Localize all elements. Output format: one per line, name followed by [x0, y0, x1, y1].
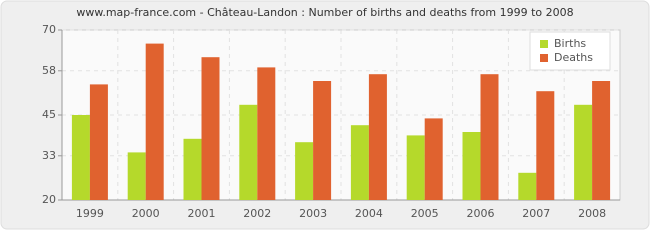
x-tick-label: 2004	[355, 207, 383, 220]
bar	[350, 125, 369, 200]
chart-title: www.map-france.com - Château-Landon : Nu…	[76, 6, 573, 19]
bar	[406, 135, 425, 200]
bar	[536, 91, 555, 200]
bar	[201, 57, 220, 201]
bar	[518, 172, 537, 200]
y-tick-label: 20	[42, 193, 56, 206]
bar	[71, 115, 90, 200]
x-tick-label: 1999	[76, 207, 104, 220]
x-tick-label: 2003	[299, 207, 327, 220]
legend-swatch	[540, 40, 548, 48]
x-tick-label: 2000	[132, 207, 160, 220]
y-tick-label: 33	[42, 149, 56, 162]
bar	[424, 118, 443, 200]
legend-label: Deaths	[554, 51, 593, 64]
legend-box	[529, 31, 611, 71]
bar	[145, 43, 164, 200]
bar	[257, 67, 276, 201]
bar	[592, 81, 611, 200]
bar	[89, 84, 108, 200]
x-tick-label: 2008	[578, 207, 606, 220]
legend-label: Births	[554, 37, 586, 50]
x-tick-label: 2001	[188, 207, 216, 220]
bar	[480, 74, 499, 200]
x-tick-label: 2006	[467, 207, 495, 220]
bar	[368, 74, 387, 200]
bar	[574, 104, 593, 200]
bar	[183, 138, 202, 200]
bar	[127, 152, 146, 200]
bar	[295, 142, 314, 200]
chart: www.map-france.com - Château-Landon : Nu…	[0, 0, 650, 230]
x-tick-label: 2002	[243, 207, 271, 220]
y-tick-label: 45	[42, 108, 56, 121]
legend-swatch	[540, 54, 548, 62]
y-tick-label: 58	[42, 64, 56, 77]
bar	[462, 132, 481, 200]
x-tick-label: 2005	[411, 207, 439, 220]
x-tick-label: 2007	[522, 207, 550, 220]
page: www.map-france.com - Château-Landon : Nu…	[0, 0, 650, 230]
y-tick-label: 70	[42, 23, 56, 36]
bar	[313, 81, 332, 200]
bar	[239, 104, 258, 200]
